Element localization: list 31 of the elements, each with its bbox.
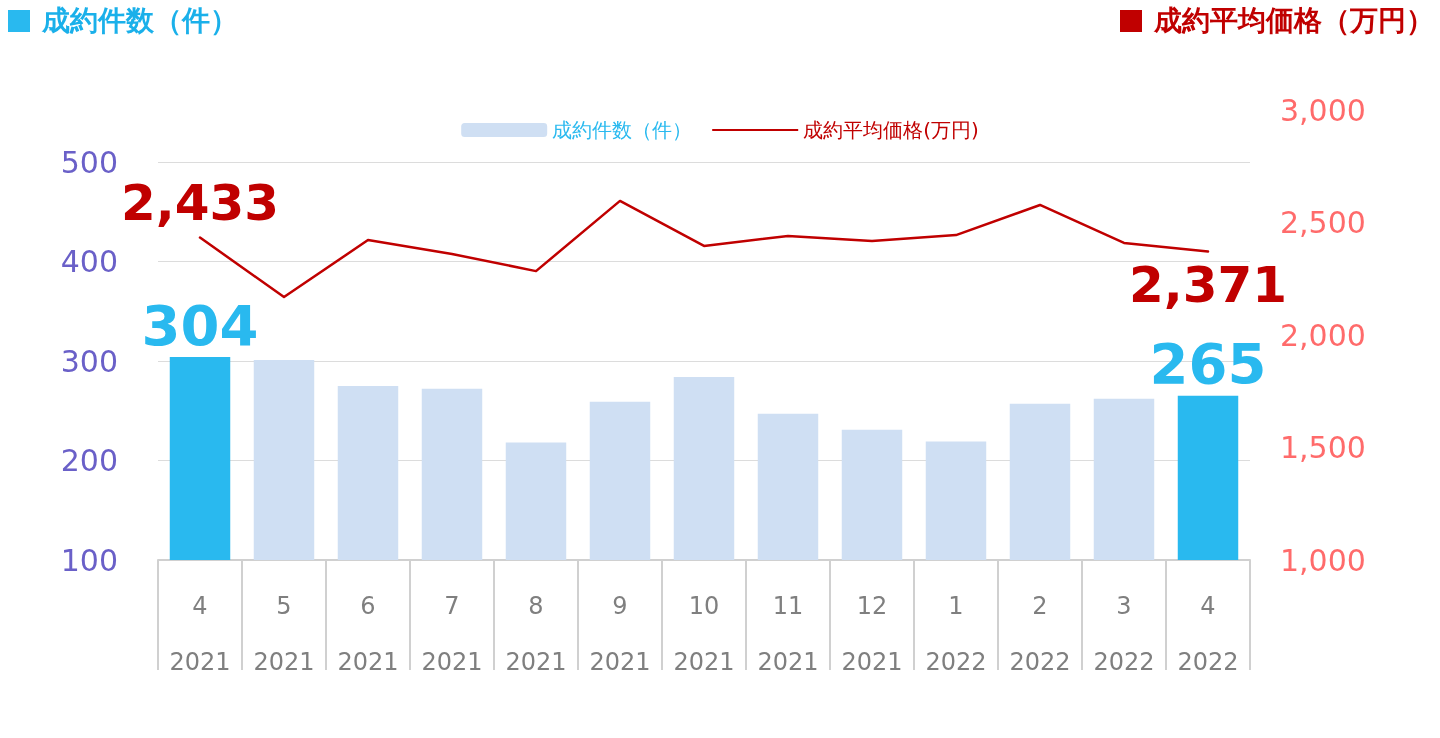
x-tick-label: 7 2021 (421, 592, 483, 676)
x-tick-label: 9 2021 (589, 592, 651, 676)
legend-label: 成約件数（件） (552, 118, 693, 142)
y2-tick-label: 1,500 (1280, 430, 1366, 465)
legend-label: 成約平均価格(万円) (803, 118, 979, 142)
y2-axis-title: 成約平均価格（万円） (1154, 3, 1434, 39)
x-tick-label: 12 2021 (841, 592, 903, 676)
y2-tick-label: 2,500 (1280, 205, 1366, 240)
y2-tick-label: 3,000 (1280, 92, 1366, 128)
x-tick-label: 8 2021 (505, 592, 567, 676)
y2-tick-label: 2,000 (1280, 317, 1366, 353)
y-tick-label: 400 (60, 244, 118, 279)
x-tick-label: 5 2021 (253, 592, 315, 676)
x-tick-label: 4 2021 (169, 592, 231, 676)
y-axis-title: 成約件数（件） (42, 3, 238, 39)
data-label: 2,433 (120, 173, 280, 232)
data-label: 2,371 (1128, 255, 1288, 314)
x-tick-label: 11 2021 (757, 592, 819, 676)
data-label: 265 (1149, 331, 1267, 397)
y-tick-label: 300 (60, 343, 118, 379)
x-tick-label: 1 2022 (925, 592, 987, 676)
data-label: 304 (141, 292, 259, 358)
y2-tick-label: 1,000 (1280, 542, 1366, 578)
x-tick-label: 4 2022 (1177, 592, 1239, 676)
y-tick-label: 500 (60, 144, 118, 180)
y-tick-label: 100 (60, 542, 118, 578)
x-tick-label: 3 2022 (1093, 592, 1155, 676)
x-tick-label: 2 2022 (1009, 592, 1071, 676)
x-tick-label: 10 2021 (673, 592, 735, 676)
y-tick-label: 200 (60, 443, 118, 478)
x-tick-label: 6 2021 (337, 592, 399, 676)
